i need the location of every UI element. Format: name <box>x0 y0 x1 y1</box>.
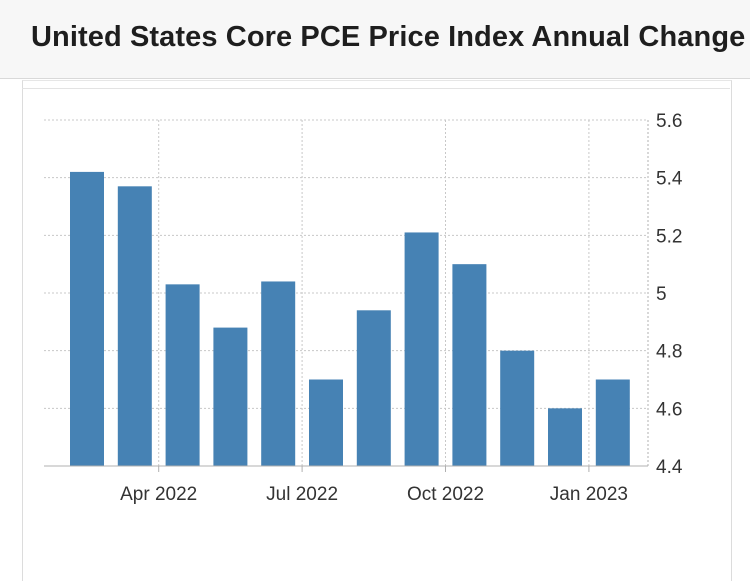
bar <box>70 171 104 466</box>
bar <box>404 232 439 466</box>
bar <box>213 327 248 466</box>
bars <box>70 171 630 467</box>
bar <box>595 379 630 466</box>
page-title: United States Core PCE Price Index Annua… <box>31 21 746 53</box>
bar <box>165 284 200 466</box>
x-tick-label: Oct 2022 <box>407 484 484 505</box>
bar <box>500 350 535 466</box>
y-tick-label: 4.8 <box>656 342 682 363</box>
x-tick-label: Apr 2022 <box>120 484 197 505</box>
chart-toolbar-strip <box>22 78 730 89</box>
y-tick-label: 4.4 <box>656 457 683 478</box>
bar <box>548 408 582 466</box>
bar <box>356 310 391 466</box>
bar <box>452 264 487 466</box>
tick-labels: 5.6 5.4 5.2 5 4.8 4.6 4.4 Apr 2022 Jul 2022 Oct 2… <box>120 111 683 505</box>
y-tick-label: 5.2 <box>656 226 682 247</box>
x-tick-label: Jan 2023 <box>550 484 628 505</box>
bar <box>309 379 343 466</box>
y-tick-label: 4.6 <box>656 399 682 420</box>
axes <box>44 120 649 472</box>
y-tick-label: 5.4 <box>656 169 683 190</box>
bar <box>117 186 152 467</box>
x-tick-label: Jul 2022 <box>266 484 338 505</box>
bar <box>261 281 296 466</box>
y-tick-label: 5 <box>656 284 667 305</box>
chart-panel <box>22 80 732 581</box>
y-tick-label: 5.6 <box>656 111 682 132</box>
page-header: United States Core PCE Price Index Annua… <box>0 0 750 79</box>
